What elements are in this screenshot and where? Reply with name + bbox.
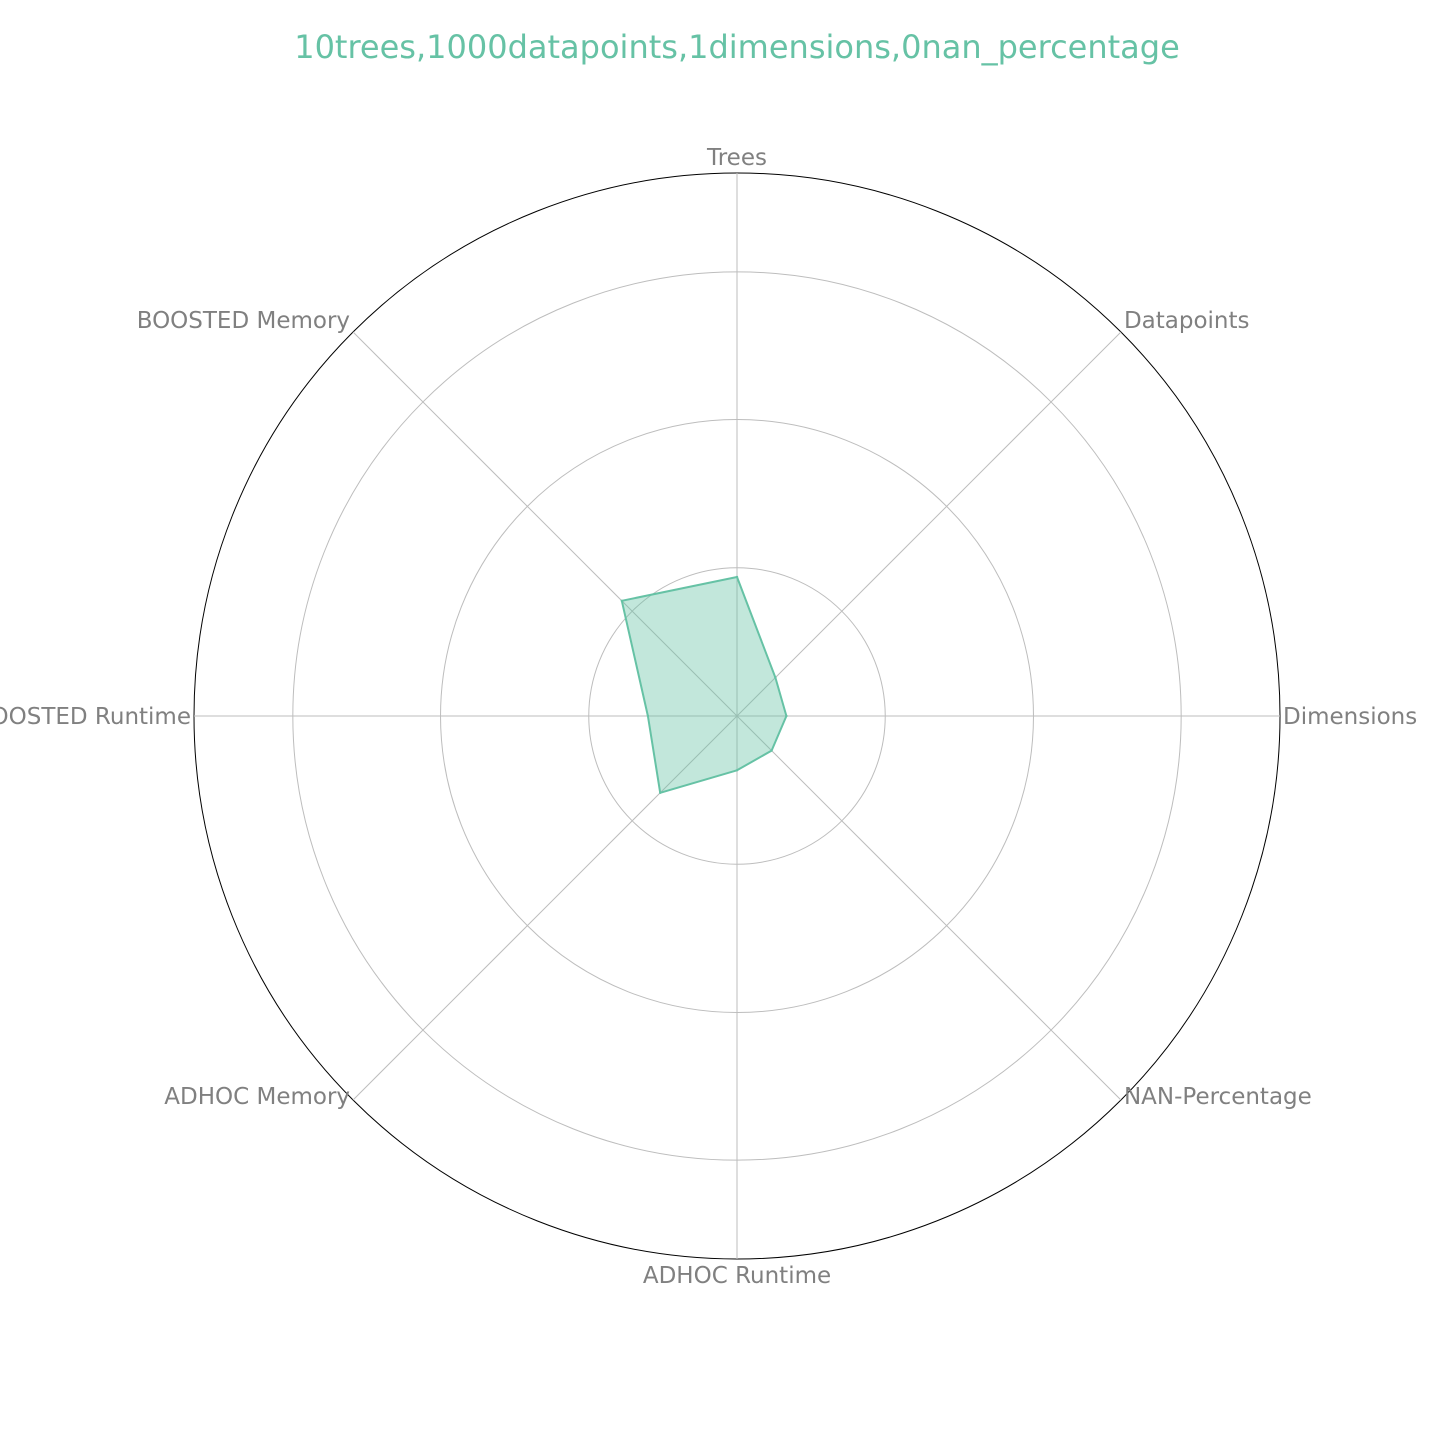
spoke-boosted-memory (352, 331, 738, 717)
axis-label-boosted-memory: BOOSTED Memory (137, 308, 350, 334)
data-point-boosted-runtime (646, 714, 650, 718)
chart-title: 10trees,1000datapoints,1dimensions,0nan_… (294, 28, 1180, 66)
axis-labels: Trees Datapoints Dimensions NAN-Percentage A… (0, 145, 1417, 1289)
axis-label-trees: Trees (706, 145, 767, 171)
data-point-nan-percentage (770, 749, 773, 752)
data-point-adhoc-memory (659, 791, 662, 794)
axis-label-adhoc-runtime: ADHOC Runtime (643, 1263, 831, 1289)
series-area-1 (620, 576, 788, 794)
data-point-trees (735, 575, 739, 579)
axis-label-adhoc-memory: ADHOC Memory (164, 1084, 350, 1110)
data-point-dimensions (785, 714, 788, 718)
axis-label-boosted-runtime: BOOSTED Runtime (0, 704, 191, 730)
data-point-adhoc-runtime (735, 769, 739, 772)
radar-series (620, 575, 788, 794)
axis-label-nan-percentage: NAN-Percentage (1124, 1084, 1312, 1110)
axis-label-datapoints: Datapoints (1124, 308, 1250, 334)
spoke-adhoc-memory (352, 715, 738, 1101)
radar-grid (193, 172, 1281, 1260)
axis-label-dimensions: Dimensions (1283, 704, 1417, 730)
spoke-nan-percentage (736, 715, 1122, 1101)
data-point-boosted-memory (620, 599, 624, 603)
data-point-datapoints (774, 676, 777, 679)
spoke-datapoints (736, 331, 1122, 717)
